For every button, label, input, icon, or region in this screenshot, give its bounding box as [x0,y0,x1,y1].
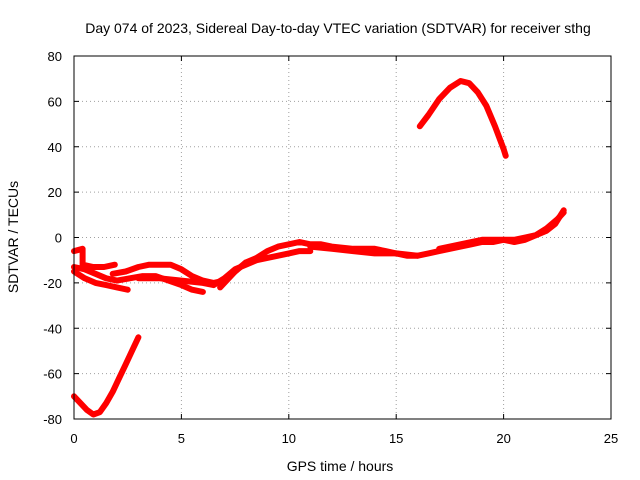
y-tick-label: 60 [48,94,62,109]
series-arc-early-deep [71,334,142,418]
grid [74,56,611,419]
y-axis-label: SDTVAR / TECUs [5,181,21,293]
y-tick-label: 0 [55,231,62,246]
chart-title: Day 074 of 2023, Sidereal Day-to-day VTE… [85,20,591,36]
series-arc-late-high [416,78,509,159]
axis-ticks: 0 5 10 15 20 25 -80 -60 -40 -20 0 20 40 60 80 [43,49,618,446]
x-tick-label: 10 [282,431,296,446]
y-tick-label: 20 [48,185,62,200]
x-axis-label: GPS time / hours [287,458,394,474]
plot-series [71,78,567,418]
y-tick-label: -40 [43,321,62,336]
x-tick-label: 5 [178,431,185,446]
x-tick-label: 20 [496,431,510,446]
y-tick-label: 40 [48,140,62,155]
series-arc-late [436,207,567,252]
series-arc-early-a [71,245,118,270]
y-tick-label: -80 [43,412,62,427]
x-tick-label: 15 [389,431,403,446]
y-tick-label: 80 [48,49,62,64]
series-arc-early-b [71,268,131,293]
y-tick-label: -20 [43,276,62,291]
y-tick-label: -60 [43,367,62,382]
x-tick-label: 0 [70,431,77,446]
x-tick-label: 25 [604,431,618,446]
